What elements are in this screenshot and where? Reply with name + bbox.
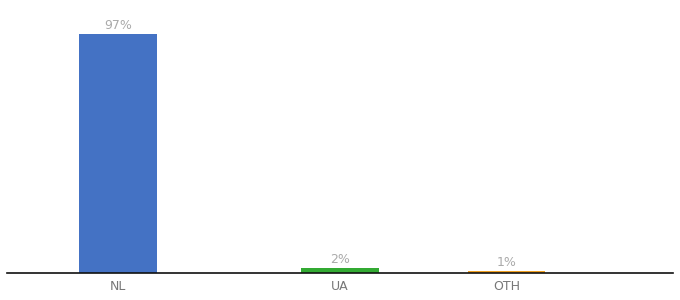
Bar <box>79 34 157 273</box>
Text: 2%: 2% <box>330 253 350 266</box>
Bar <box>301 268 379 273</box>
Text: 1%: 1% <box>496 256 517 269</box>
Text: 97%: 97% <box>104 19 132 32</box>
Bar <box>468 271 545 273</box>
